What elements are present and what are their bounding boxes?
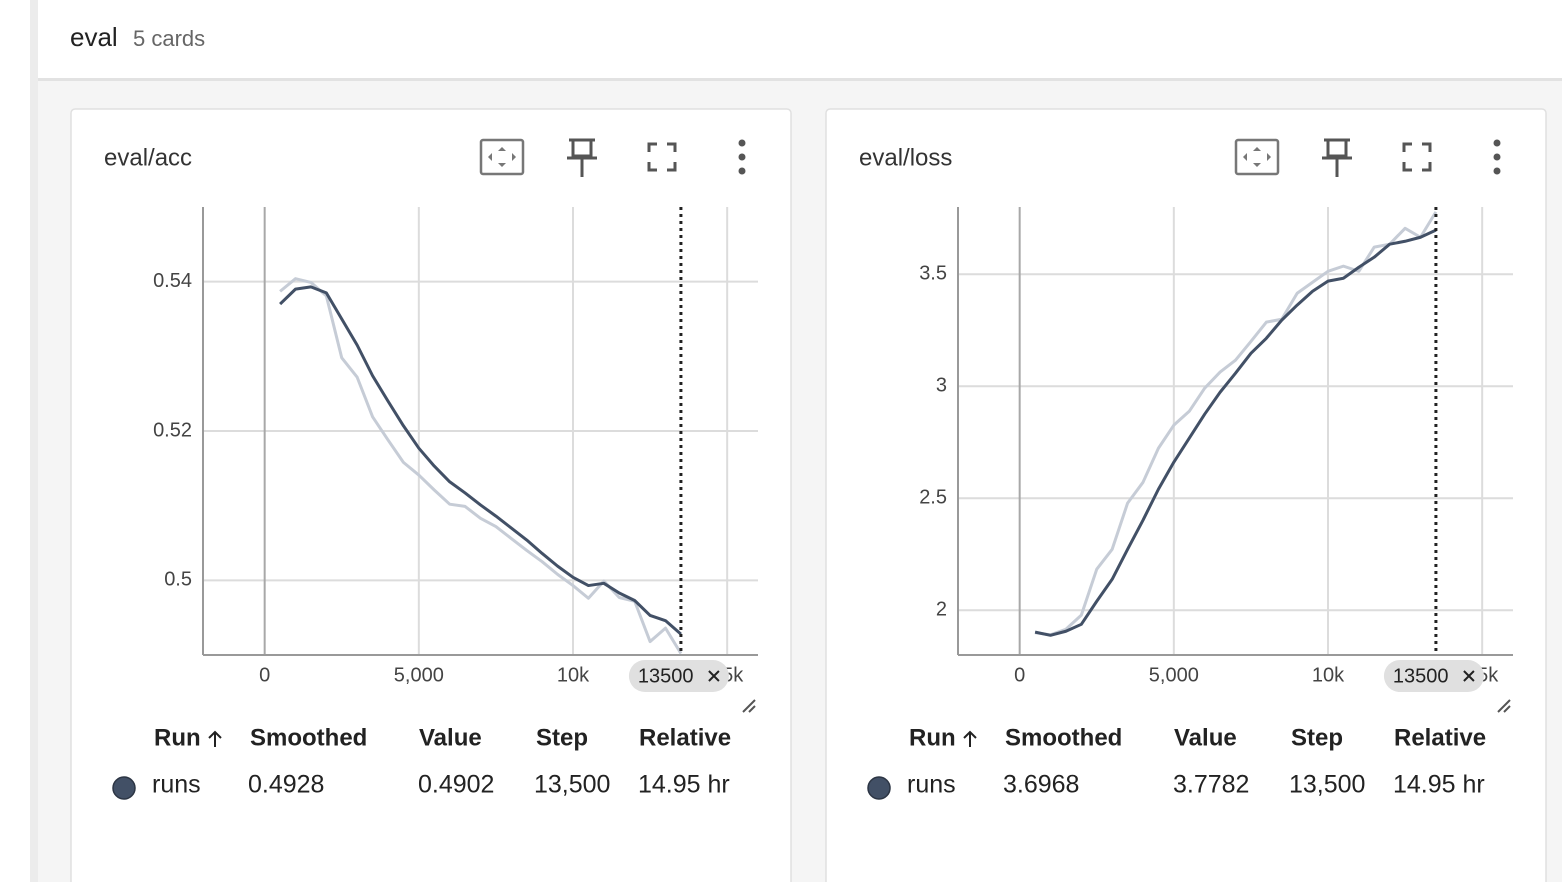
card-title: eval/loss (859, 144, 952, 171)
y-tick-label: 0.52 (153, 419, 192, 441)
run-name: runs (152, 771, 201, 799)
more-button[interactable] (1493, 139, 1501, 175)
x-tick-label: 10k (1312, 664, 1345, 686)
x-tick-label: 0 (259, 664, 270, 686)
table-header[interactable]: Relative (1394, 724, 1486, 751)
series-line (279, 285, 682, 636)
chip-close (708, 670, 720, 682)
table-header[interactable]: Run (909, 724, 956, 751)
chip-bg (1383, 660, 1484, 692)
pin-button[interactable] (567, 138, 597, 177)
y-tick-label: 2.5 (919, 486, 947, 508)
smoothed-value: 0.4928 (248, 771, 324, 799)
fullscreen-button[interactable] (647, 142, 677, 172)
relative-value: 14.95 hr (638, 771, 730, 799)
raw-value: 0.4902 (418, 771, 494, 799)
icon-arrows (1243, 147, 1271, 167)
run-color (112, 776, 136, 800)
icon-pin (1322, 138, 1352, 177)
resize-handle[interactable] (1497, 699, 1511, 713)
group-title: eval (70, 22, 118, 52)
table-header[interactable]: Relative (639, 724, 731, 751)
smoothed-value: 3.6968 (1003, 771, 1079, 799)
table-header[interactable]: Step (1291, 724, 1343, 751)
chip-close (1463, 670, 1475, 682)
header-shadow (38, 78, 1562, 81)
table-header[interactable]: Value (1174, 724, 1237, 751)
fit-domain-button[interactable] (479, 138, 525, 176)
pin-button[interactable] (1322, 138, 1352, 177)
sort-arrow (963, 730, 977, 747)
icon-dot (1493, 139, 1501, 147)
fullscreen-button[interactable] (1402, 142, 1432, 172)
x-tick-label: 0 (1014, 664, 1025, 686)
sort-arrow (208, 730, 222, 747)
icon-fullscreen (647, 142, 677, 172)
x-tick-label: 5,000 (1149, 664, 1199, 686)
sidebar-border (30, 0, 38, 882)
icon-arrows (488, 147, 516, 167)
chip-label: 13500 (638, 665, 694, 687)
table-header[interactable]: Smoothed (1005, 724, 1122, 751)
raw-value: 3.7782 (1173, 771, 1249, 799)
icon-frame (479, 138, 525, 176)
y-tick-label: 3 (936, 374, 947, 396)
icon-dot (738, 139, 746, 147)
card-frame (70, 108, 792, 882)
y-tick-label: 0.5 (164, 569, 192, 591)
y-tick-label: 0.54 (153, 270, 192, 292)
chip-bg (628, 660, 729, 692)
card-frame (825, 108, 1547, 882)
relative-value: 14.95 hr (1393, 771, 1485, 799)
icon-dot (738, 167, 746, 175)
series-line (1034, 228, 1437, 637)
run-name: runs (907, 771, 956, 799)
icon-dot (738, 153, 746, 161)
card-title: eval/acc (104, 144, 192, 171)
series-line (1034, 211, 1438, 637)
table-header[interactable]: Step (536, 724, 588, 751)
y-tick-label: 2 (936, 598, 947, 620)
more-button[interactable] (738, 139, 746, 175)
card: eval/loss22.533.505,00010k15k13500RunSmo… (825, 108, 1547, 882)
series-line (279, 277, 683, 655)
resize-handle[interactable] (742, 699, 756, 713)
card: eval/acc0.50.520.5405,00010k15k13500RunS… (70, 108, 792, 882)
sidebar (0, 0, 30, 882)
icon-dot (1493, 153, 1501, 161)
fit-domain-button[interactable] (1234, 138, 1280, 176)
group-count: 5 cards (133, 26, 205, 51)
icon-fullscreen (1402, 142, 1432, 172)
x-tick-label: 5,000 (394, 664, 444, 686)
x-tick-label: 10k (557, 664, 590, 686)
step-value: 13,500 (534, 771, 610, 799)
icon-dot (1493, 167, 1501, 175)
run-color (867, 776, 891, 800)
table-header[interactable]: Value (419, 724, 482, 751)
table-header[interactable]: Smoothed (250, 724, 367, 751)
chip-label: 13500 (1393, 665, 1449, 687)
table-header[interactable]: Run (154, 724, 201, 751)
icon-pin (567, 138, 597, 177)
header-bar (38, 0, 1562, 78)
step-value: 13,500 (1289, 771, 1365, 799)
cursor-chip[interactable]: 13500 (1383, 660, 1484, 692)
icon-frame (1234, 138, 1280, 176)
cursor-chip[interactable]: 13500 (628, 660, 729, 692)
y-tick-label: 3.5 (919, 262, 947, 284)
